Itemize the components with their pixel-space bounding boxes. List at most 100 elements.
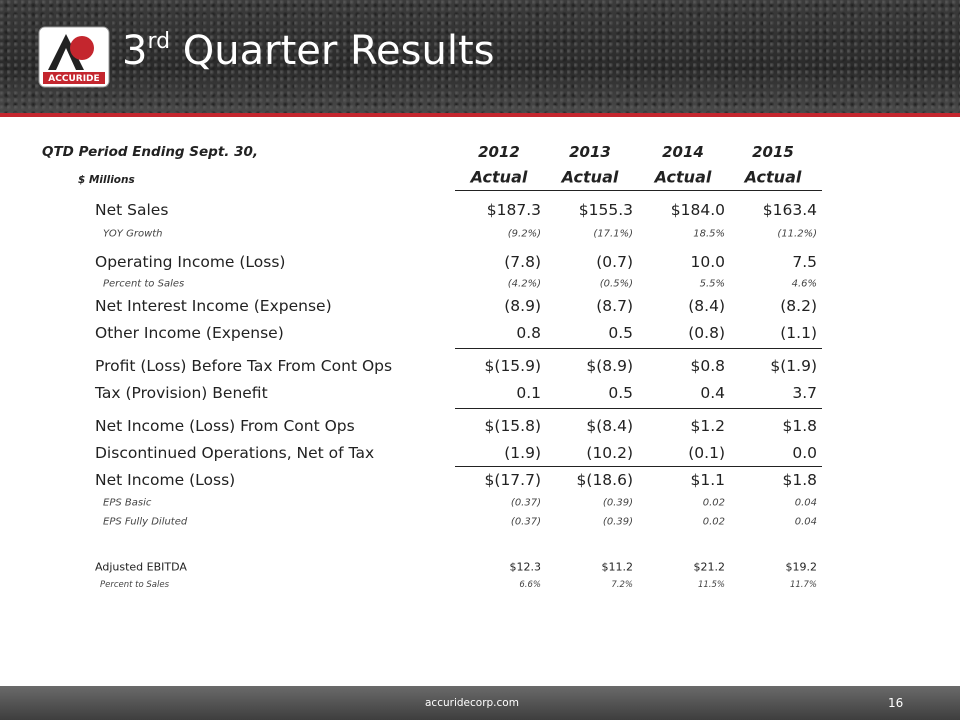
cell-value: $163.4 xyxy=(762,201,817,219)
title-text: Quarter Results xyxy=(182,28,495,74)
cell-value: $(8.9) xyxy=(586,357,633,375)
row-label: Operating Income (Loss) xyxy=(95,253,286,271)
accent-line xyxy=(0,113,960,117)
cell-value: $(8.4) xyxy=(586,417,633,435)
cell-value: (1.9) xyxy=(504,444,541,462)
cell-value: (10.2) xyxy=(586,444,633,462)
column-subhead: Actual xyxy=(654,167,712,187)
row-label: Discontinued Operations, Net of Tax xyxy=(95,444,375,462)
cell-value: (8.7) xyxy=(596,297,633,315)
cell-value: (0.7) xyxy=(596,253,633,271)
cell-value: (17.1%) xyxy=(593,228,633,240)
cell-value: 3.7 xyxy=(792,384,817,402)
page-number: 16 xyxy=(888,696,904,710)
cell-value: $155.3 xyxy=(578,201,633,219)
cell-value: 11.7% xyxy=(789,580,817,590)
title: 3rd Quarter Results xyxy=(122,28,494,74)
cell-value: $1.8 xyxy=(782,417,817,435)
year-header: 2014 xyxy=(662,143,704,161)
cell-value: 7.2% xyxy=(611,580,633,590)
row-label: Other Income (Expense) xyxy=(95,324,284,342)
logo-text: ACCURIDE xyxy=(48,74,99,84)
subtotal-rule xyxy=(455,408,822,409)
column-subhead: Actual xyxy=(744,167,802,187)
row-label: Net Interest Income (Expense) xyxy=(95,297,332,315)
title-number: 3 xyxy=(122,28,148,74)
row-label: YOY Growth xyxy=(103,228,163,240)
cell-value: 6.6% xyxy=(519,580,541,590)
cell-value: (7.8) xyxy=(504,253,541,271)
cell-value: (0.1) xyxy=(688,444,725,462)
cell-value: 0.5 xyxy=(608,384,633,402)
row-label: EPS Basic xyxy=(103,497,152,509)
title-suffix: rd xyxy=(147,29,171,54)
cell-value: (11.2%) xyxy=(777,228,817,240)
cell-value: (0.37) xyxy=(510,516,541,528)
cell-value: (9.2%) xyxy=(507,228,541,240)
cell-value: (0.39) xyxy=(602,516,633,528)
year-header: 2013 xyxy=(569,143,611,161)
footer: accuridecorp.com 16 xyxy=(0,686,960,720)
cell-value: (0.8) xyxy=(688,324,725,342)
year-header: 2012 xyxy=(478,143,520,161)
row-label: Profit (Loss) Before Tax From Cont Ops xyxy=(95,357,393,375)
cell-value: 0.02 xyxy=(702,497,725,509)
row-label: EPS Fully Diluted xyxy=(103,516,188,528)
cell-value: $(15.9) xyxy=(484,357,541,375)
cell-value: $21.2 xyxy=(693,560,726,574)
row-label: Percent to Sales xyxy=(100,580,170,590)
row-label: Net Income (Loss) From Cont Ops xyxy=(95,417,355,435)
cell-value: (4.2%) xyxy=(507,278,541,290)
cell-value: $1.8 xyxy=(782,471,817,489)
cell-value: 0.5 xyxy=(608,324,633,342)
subtotal-rule xyxy=(455,348,822,349)
footer-url: accuridecorp.com xyxy=(425,697,519,709)
cell-value: 7.5 xyxy=(792,253,817,271)
cell-value: 10.0 xyxy=(690,253,725,271)
cell-value: $(17.7) xyxy=(484,471,541,489)
header-rule xyxy=(455,190,822,191)
cell-value: $11.2 xyxy=(601,560,634,574)
cell-value: (0.5%) xyxy=(599,278,633,290)
row-label: Net Sales xyxy=(95,201,169,219)
logo: ACCURIDE xyxy=(38,26,110,88)
cell-value: $1.1 xyxy=(690,471,725,489)
cell-value: 0.8 xyxy=(516,324,541,342)
banner xyxy=(0,0,960,113)
cell-value: $0.8 xyxy=(690,357,725,375)
cell-value: 0.4 xyxy=(700,384,725,402)
cell-value: (0.39) xyxy=(602,497,633,509)
cell-value: (8.2) xyxy=(780,297,817,315)
column-subhead: Actual xyxy=(561,167,619,187)
cell-value: (8.9) xyxy=(504,297,541,315)
year-header: 2015 xyxy=(752,143,794,161)
cell-value: 11.5% xyxy=(697,580,725,590)
cell-value: 0.02 xyxy=(702,516,725,528)
cell-value: $(18.6) xyxy=(576,471,633,489)
cell-value: 0.1 xyxy=(516,384,541,402)
column-subhead: Actual xyxy=(470,167,528,187)
cell-value: 4.6% xyxy=(791,278,817,290)
cell-value: $187.3 xyxy=(486,201,541,219)
row-label: Tax (Provision) Benefit xyxy=(95,384,268,402)
cell-value: $(15.8) xyxy=(484,417,541,435)
row-label: Adjusted EBITDA xyxy=(95,560,187,574)
cell-value: $1.2 xyxy=(690,417,725,435)
cell-value: (1.1) xyxy=(780,324,817,342)
cell-value: (8.4) xyxy=(688,297,725,315)
cell-value: $(1.9) xyxy=(770,357,817,375)
cell-value: 18.5% xyxy=(693,228,725,240)
cell-value: $12.3 xyxy=(509,560,542,574)
row-label: Net Income (Loss) xyxy=(95,471,236,489)
row-label: Percent to Sales xyxy=(103,278,185,290)
period-label: QTD Period Ending Sept. 30, xyxy=(42,144,259,160)
cell-value: (0.37) xyxy=(510,497,541,509)
unit-label: $ Millions xyxy=(78,174,135,186)
cell-value: 0.04 xyxy=(794,516,817,528)
subtotal-rule xyxy=(455,466,822,467)
cell-value: 0.0 xyxy=(792,444,817,462)
cell-value: $184.0 xyxy=(670,201,725,219)
cell-value: 0.04 xyxy=(794,497,817,509)
cell-value: $19.2 xyxy=(785,560,818,574)
